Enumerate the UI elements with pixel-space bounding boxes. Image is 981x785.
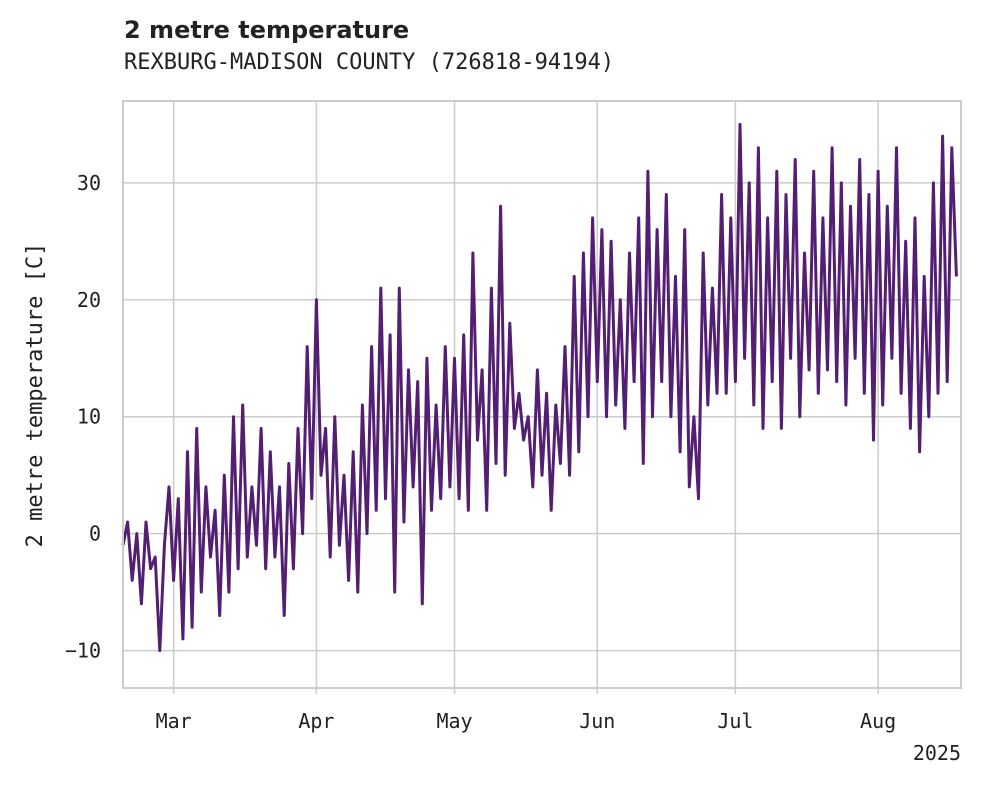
x-tick-label: Mar	[156, 709, 192, 733]
series-layer	[121, 122, 958, 653]
chart-title: 2 metre temperature	[124, 16, 410, 44]
y-axis-label: 2 metre temperature [C]	[23, 243, 48, 548]
y-tick-label: 30	[77, 171, 101, 195]
chart-subtitle: REXBURG-MADISON COUNTY (726818-94194)	[124, 50, 615, 75]
y-tick-label: 0	[89, 522, 101, 546]
x-offset-label: 2025	[913, 741, 961, 765]
x-tick-label: May	[436, 709, 472, 733]
y-tick-label: 10	[77, 405, 101, 429]
plot-frame	[122, 100, 962, 689]
x-tick-label: Aug	[860, 709, 896, 733]
temperature-series-line	[121, 122, 958, 653]
grid-lines	[123, 101, 961, 694]
x-tick-label: Jul	[717, 709, 753, 733]
y-tick-label: 20	[77, 288, 101, 312]
y-tick-label: −10	[65, 639, 101, 663]
x-tick-label: Jun	[579, 709, 615, 733]
tick-labels: −10 0 10 20 30 Mar Apr May Jun Jul Aug	[65, 171, 896, 733]
x-tick-label: Apr	[298, 709, 334, 733]
